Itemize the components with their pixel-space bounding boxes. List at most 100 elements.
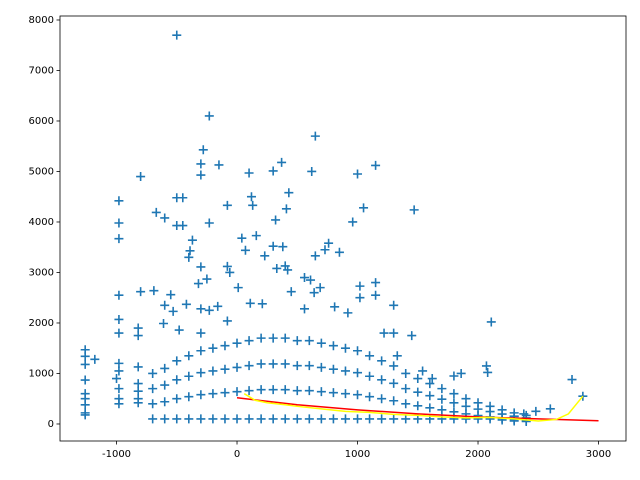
scatter-point: [220, 388, 230, 398]
scatter-point: [178, 193, 188, 203]
scatter-point: [353, 346, 363, 356]
scatter-point: [278, 242, 288, 252]
scatter-point: [184, 351, 194, 361]
scatter-point: [310, 131, 320, 141]
scatter-point: [133, 398, 143, 408]
scatter-point: [365, 414, 375, 424]
scatter-point: [80, 410, 90, 420]
scatter-point: [449, 398, 459, 408]
scatter-point: [292, 414, 302, 424]
scatter-point: [365, 371, 375, 381]
scatter-point: [286, 287, 296, 297]
scatter-point: [328, 388, 338, 398]
scatter-point: [316, 362, 326, 372]
scatter-point: [330, 302, 340, 312]
scatter-point: [114, 290, 124, 300]
scatter-point: [151, 207, 161, 217]
scatter-point: [353, 169, 363, 179]
scatter-point: [280, 414, 290, 424]
scatter-point: [244, 361, 254, 371]
y-tick-label: 4000: [29, 217, 54, 228]
scatter-point: [133, 323, 143, 333]
scatter-point: [304, 414, 314, 424]
scatter-point: [531, 406, 541, 416]
scatter-point: [257, 299, 267, 309]
y-tick-label: 1000: [29, 368, 54, 379]
scatter-point: [392, 351, 402, 361]
scatter-point: [220, 364, 230, 374]
scatter-point: [268, 385, 278, 395]
scatter-point: [220, 414, 230, 424]
scatter-point: [324, 238, 334, 248]
scatter-point: [196, 368, 206, 378]
scatter-point: [248, 200, 258, 210]
scatter-point: [268, 241, 278, 251]
scatter-point: [233, 283, 243, 293]
scatter-point: [187, 235, 197, 245]
scatter-point: [80, 359, 90, 369]
scatter-point: [310, 251, 320, 261]
scatter-point: [389, 414, 399, 424]
y-tick-label: 5000: [29, 166, 54, 177]
scatter-point: [185, 246, 195, 256]
x-tick-label: 1000: [345, 449, 370, 460]
scatter-point: [220, 341, 230, 351]
scatter-point: [315, 283, 325, 293]
scatter-point: [409, 205, 419, 215]
scatter-point: [401, 384, 411, 394]
scatter-point: [304, 361, 314, 371]
scatter-point: [159, 318, 169, 328]
scatter-point: [80, 351, 90, 361]
scatter-point: [340, 366, 350, 376]
scatter-point: [148, 399, 158, 409]
scatter-point: [160, 380, 170, 390]
scatter-point: [281, 204, 291, 214]
scatter-point: [389, 396, 399, 406]
scatter-point: [114, 196, 124, 206]
scatter-point: [244, 386, 254, 396]
scatter-point: [114, 234, 124, 244]
scatter-point: [486, 317, 496, 327]
scatter-point: [133, 362, 143, 372]
scatter-point: [545, 404, 555, 414]
scatter-point: [244, 414, 254, 424]
scatter-point: [377, 356, 387, 366]
scatter-point: [427, 374, 437, 384]
scatter-point: [184, 371, 194, 381]
scatter-point: [389, 378, 399, 388]
scatter-point: [198, 145, 208, 155]
scatter-point: [340, 414, 350, 424]
scatter-point: [425, 391, 435, 401]
scatter-point: [473, 398, 483, 408]
scatter-point: [256, 359, 266, 369]
scatter-point: [567, 375, 577, 385]
scatter-point: [196, 346, 206, 356]
x-tick-label: 3000: [586, 449, 611, 460]
scatter-point: [280, 333, 290, 343]
trend-line: [243, 393, 584, 422]
scatter-point: [246, 192, 256, 202]
scatter-point: [348, 217, 358, 227]
scatter-point: [401, 414, 411, 424]
scatter-point: [202, 274, 212, 284]
scatter-point: [80, 400, 90, 410]
scatter-point: [232, 414, 242, 424]
y-tick-label: 3000: [29, 267, 54, 278]
scatter-point: [377, 394, 387, 404]
scatter-point: [196, 262, 206, 272]
scatter-point: [214, 160, 224, 170]
scatter-point: [213, 301, 223, 311]
scatter-point: [578, 391, 588, 401]
scatter-point: [251, 231, 261, 241]
scatter-point: [353, 414, 363, 424]
scatter-point: [256, 385, 266, 395]
scatter-point: [355, 293, 365, 303]
scatter-point: [160, 414, 170, 424]
scatter-point: [222, 261, 232, 271]
scatter-point: [389, 300, 399, 310]
scatter-point: [343, 308, 353, 318]
scatter-point: [256, 414, 266, 424]
scatter-point: [359, 203, 369, 213]
scatter-point: [328, 364, 338, 374]
